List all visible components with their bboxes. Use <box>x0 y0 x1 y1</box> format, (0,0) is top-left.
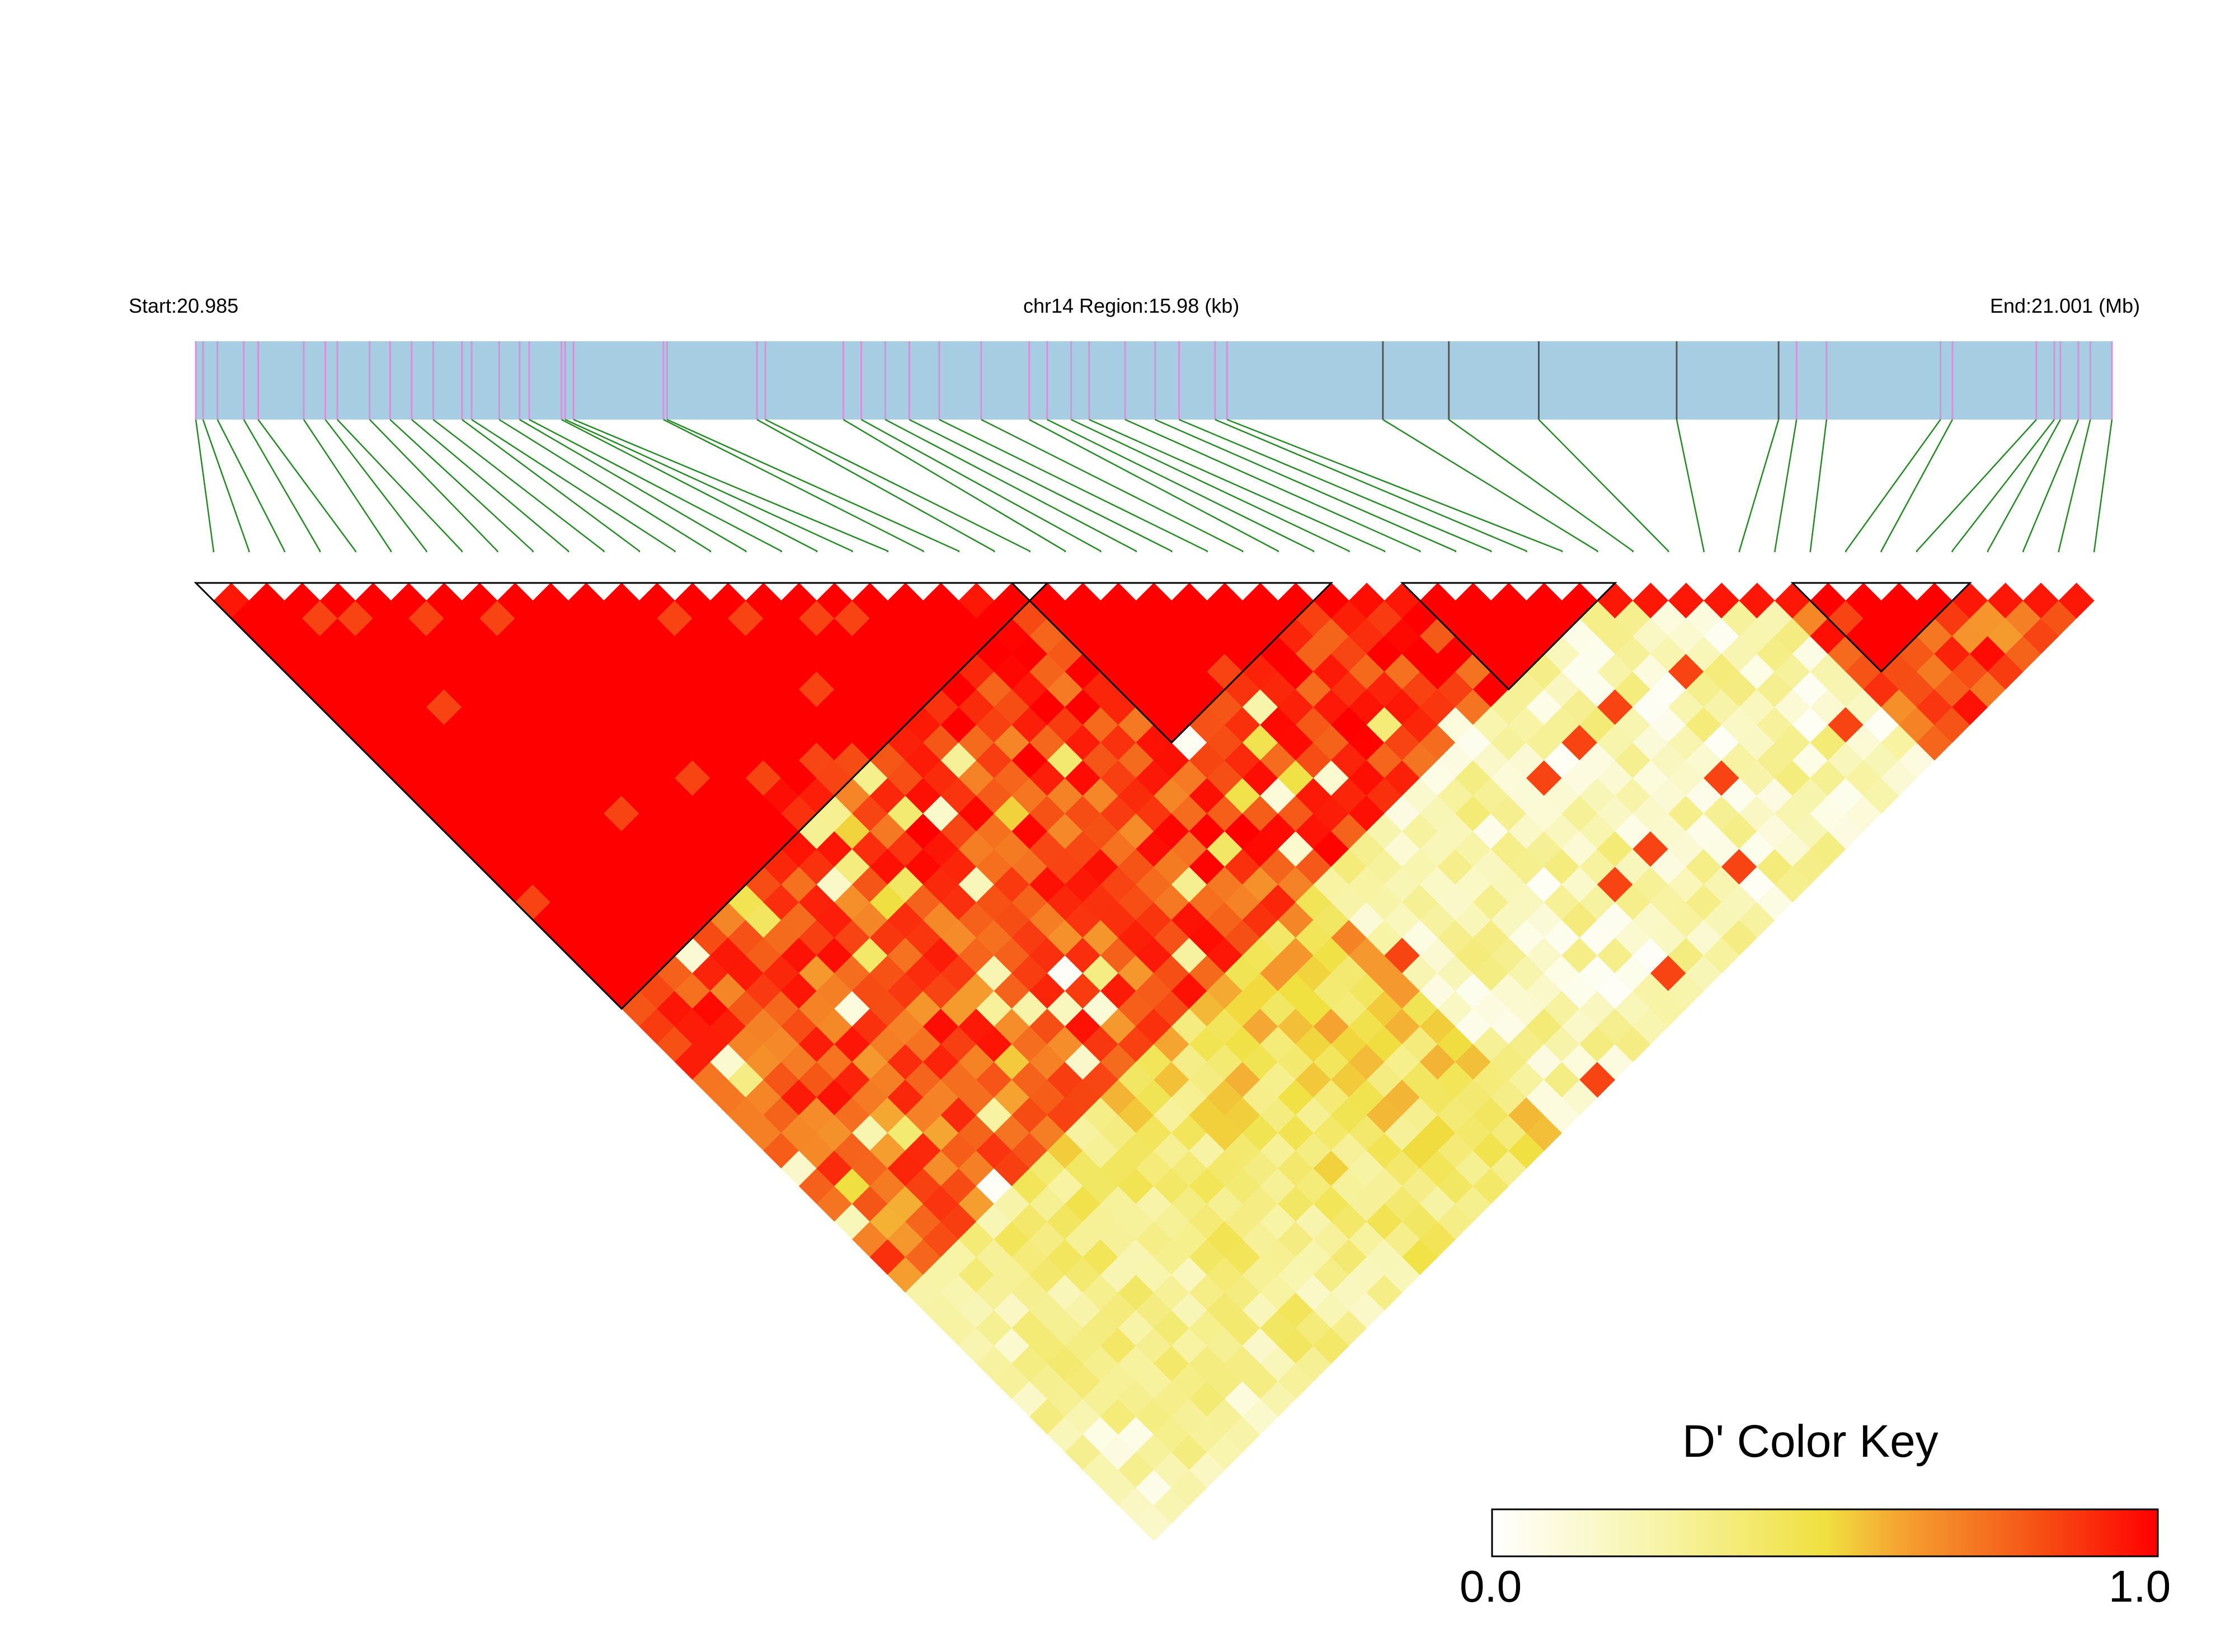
snp-connector <box>529 418 782 552</box>
snp-connector <box>462 418 641 552</box>
snp-connector <box>324 419 427 552</box>
snp-connector <box>2058 419 2091 552</box>
snp-connector-lines <box>195 418 2113 552</box>
color-key-title: D' Color Key <box>1682 1416 1938 1467</box>
snp-connector <box>1738 419 1780 552</box>
snp-connector <box>195 419 214 552</box>
snp-connector <box>666 418 959 552</box>
snp-connector <box>1089 418 1386 552</box>
color-key-min-label: 0.0 <box>1460 1561 1522 1611</box>
region-title-label: chr14 Region:15.98 (kb) <box>1023 294 1240 317</box>
snp-connector <box>1071 418 1350 552</box>
snp-connector <box>389 419 534 552</box>
haplotype-block-outlines <box>194 582 1972 1010</box>
snp-connector <box>337 419 463 552</box>
snp-connector <box>1448 418 1634 552</box>
snp-connector <box>765 418 1031 552</box>
snp-connector <box>1951 419 2055 552</box>
snp-connector <box>1226 418 1563 552</box>
color-key-gradient <box>1491 1508 2159 1557</box>
region-start-label: Start:20.985 <box>129 294 239 317</box>
snp-connector <box>1179 418 1492 552</box>
snp-connector <box>1845 419 1941 552</box>
snp-connector <box>564 418 853 552</box>
ld-cells <box>213 582 2095 1541</box>
gene-region-bar <box>196 341 2112 420</box>
snp-connector <box>257 419 356 552</box>
snp-connector <box>1880 419 1954 552</box>
snp-connector <box>561 418 818 552</box>
snp-connector <box>756 418 995 552</box>
region-end-label: End:21.001 (Mb) <box>1990 294 2140 317</box>
snp-connector <box>202 419 250 552</box>
snp-connector <box>1155 418 1456 552</box>
snp-connector <box>2093 419 2113 552</box>
snp-connector <box>1029 418 1279 552</box>
haplotype-block-outline <box>1400 582 1617 691</box>
snp-connector <box>843 418 1066 552</box>
color-key-max-label: 1.0 <box>2109 1561 2171 1611</box>
snp-connector <box>939 418 1208 552</box>
snp-connector <box>1047 418 1315 552</box>
snp-connector <box>1916 419 2037 552</box>
snp-connector <box>860 418 1102 552</box>
snp-connector <box>519 418 747 552</box>
haplotype-block-outline <box>194 582 1050 1010</box>
snp-connector <box>432 419 605 552</box>
haplotype-block-outline <box>1790 582 1972 673</box>
snp-connector <box>1124 418 1421 552</box>
snp-connector <box>303 419 392 552</box>
snp-connector <box>1215 418 1527 552</box>
snp-connector <box>1676 419 1705 552</box>
snp-connector <box>498 418 711 552</box>
snp-connector <box>981 418 1244 552</box>
ld-cell <box>2058 582 2095 619</box>
snp-position-ticks <box>195 341 2113 420</box>
snp-connector <box>471 418 676 552</box>
snp-connector <box>2022 419 2079 552</box>
snp-connector <box>1382 418 1598 552</box>
snp-connector <box>884 418 1137 552</box>
snp-connector <box>1809 419 1828 552</box>
haplotype-block-outline <box>1010 582 1334 744</box>
snp-connector <box>243 419 321 552</box>
snp-connector <box>1774 419 1798 552</box>
snp-connector <box>573 418 889 552</box>
snp-connector <box>369 419 498 552</box>
snp-connector <box>411 419 570 552</box>
snp-connector <box>1987 419 2061 552</box>
snp-connector <box>1538 419 1669 552</box>
snp-connector <box>909 418 1173 552</box>
snp-connector <box>217 419 285 552</box>
snp-connector <box>663 418 924 552</box>
